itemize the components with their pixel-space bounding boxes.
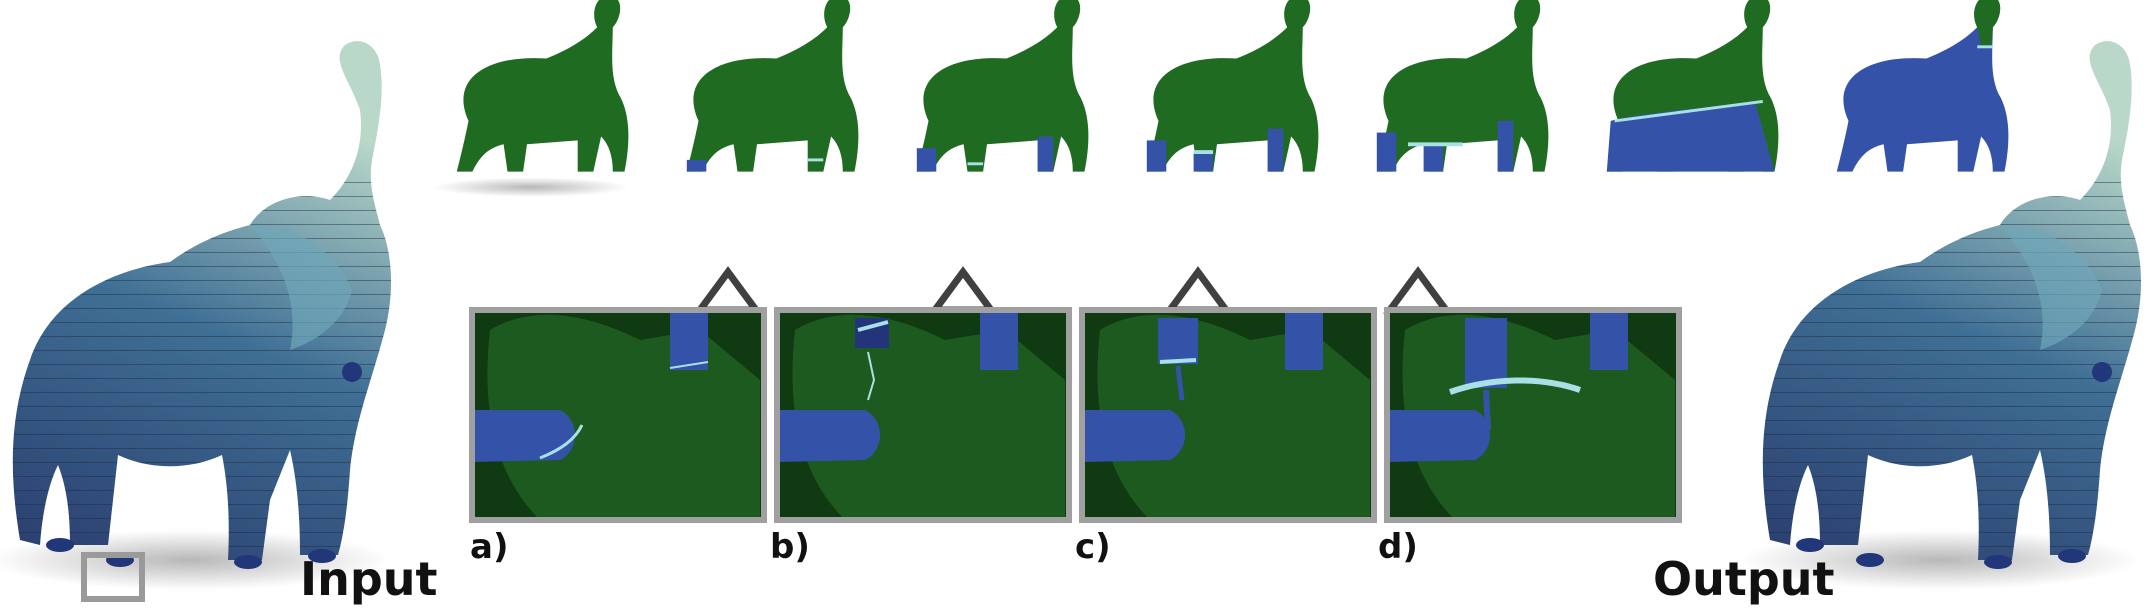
stage-elephant-2 — [686, 0, 859, 172]
triangle-marker-d — [1383, 266, 1453, 314]
zoom-panel-b — [774, 307, 1072, 523]
stage-elephant-7 — [1836, 0, 2009, 172]
stage-markers — [693, 266, 1453, 314]
zoom-panel-d — [1384, 307, 1682, 523]
output-label: Output — [1653, 552, 1835, 606]
output-elephant — [1740, 41, 2142, 590]
triangle-marker-b — [928, 266, 998, 314]
stage-elephant-6 — [1606, 0, 1779, 172]
stage-elephant-1 — [433, 0, 629, 197]
zoom-panels — [469, 307, 1682, 523]
stage-elephants-row — [433, 0, 2009, 197]
panel-label-d: d) — [1378, 527, 1418, 567]
input-elephant — [0, 41, 392, 602]
panel-label-a: a) — [470, 527, 509, 567]
zoom-panel-c — [1079, 307, 1377, 523]
input-label: Input — [300, 552, 438, 606]
input-zoom-box — [81, 552, 145, 602]
stage-elephant-4 — [1146, 0, 1319, 172]
triangle-marker-c — [1163, 266, 1233, 314]
panel-label-c: c) — [1075, 527, 1111, 567]
triangle-marker-a — [693, 266, 763, 314]
panel-label-b: b) — [770, 527, 810, 567]
zoom-panel-a — [469, 307, 767, 523]
stage-elephant-3 — [916, 0, 1089, 172]
stage-elephant-5 — [1376, 0, 1549, 172]
